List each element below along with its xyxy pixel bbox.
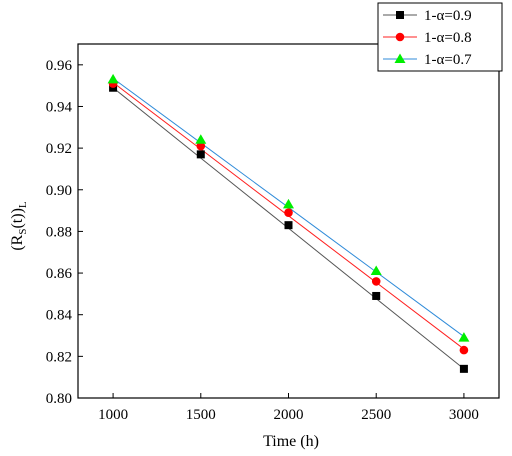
y-tick-label: 0.88 (46, 224, 72, 240)
data-point (107, 73, 119, 84)
data-point (284, 221, 293, 230)
data-point (196, 150, 205, 159)
y-tick-label: 0.82 (46, 349, 72, 365)
data-point (284, 208, 293, 217)
data-point (371, 277, 381, 286)
x-tick-label: 2500 (361, 407, 391, 423)
x-tick-label: 2000 (274, 407, 304, 423)
legend-marker (394, 53, 406, 63)
data-point (196, 141, 206, 151)
y-tick-label: 0.84 (46, 308, 73, 324)
data-point (195, 134, 207, 144)
y-axis-title-sub-l: L (17, 201, 29, 208)
legend-marker (395, 32, 405, 42)
data-point (372, 291, 381, 300)
y-tick-label: 0.94 (46, 99, 73, 115)
data-point (283, 198, 294, 209)
plot-area-frame (77, 43, 500, 399)
x-tick-label: 1000 (98, 407, 128, 423)
y-tick-label: 0.92 (46, 141, 72, 157)
y-axis-title-main: (R (9, 234, 26, 250)
y-axis-title-sub-s: S (17, 229, 29, 235)
data-point (458, 332, 470, 342)
legend: 1-α=0.9 1-α=0.8 1-α=0.7 (377, 2, 503, 72)
data-point (459, 364, 468, 373)
data-point (370, 265, 382, 275)
legend-label: 1-α=0.7 (424, 52, 472, 68)
legend-label: 1-α=0.8 (424, 30, 472, 46)
legend-label: 1-α=0.9 (424, 8, 472, 24)
y-tick-label: 0.90 (46, 183, 72, 199)
series-markers (107, 73, 470, 373)
y-tick-label: 0.96 (46, 58, 73, 74)
x-tick-label: 1500 (186, 407, 216, 423)
axis-ticks: 1000 1500 2000 2500 3000 0.80 0.82 0.84 0.86 0.88… (46, 58, 479, 423)
x-tick-label: 3000 (449, 407, 479, 423)
y-axis-title: (RS(t))L (9, 201, 29, 251)
y-axis-title-mid: (t)) (9, 208, 26, 228)
data-point (459, 345, 469, 355)
x-axis-title: Time (h) (263, 433, 319, 450)
y-tick-label: 0.86 (46, 266, 73, 282)
plot-frame (77, 43, 500, 399)
legend-marker (396, 11, 404, 19)
y-tick-label: 0.80 (46, 391, 72, 407)
